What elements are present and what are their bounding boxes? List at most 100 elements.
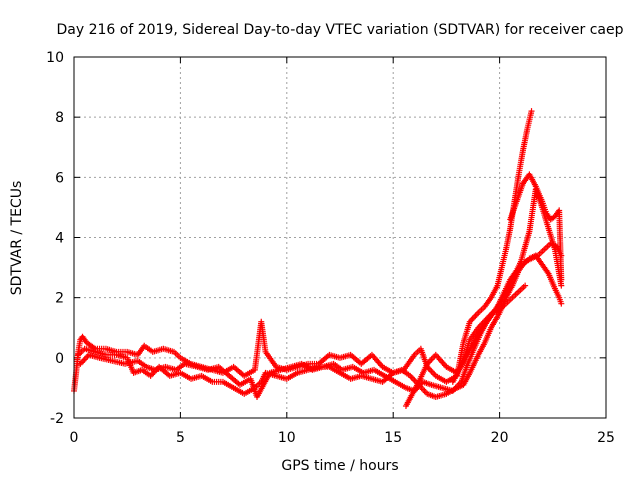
y-tick-label: 2 <box>55 291 64 307</box>
data-point-interp <box>318 364 325 371</box>
data-point-interp <box>528 110 535 117</box>
data-point-interp <box>107 357 114 364</box>
series-track-a <box>71 108 535 394</box>
data-point-interp <box>388 371 395 378</box>
data-point-interp <box>524 257 531 264</box>
data-point-interp <box>410 353 417 360</box>
data-point-interp <box>519 149 526 156</box>
data-point-interp <box>474 332 481 339</box>
data-point-interp <box>213 364 220 371</box>
data-point-interp <box>207 377 214 384</box>
data-point-interp <box>507 296 514 303</box>
data-point-interp <box>337 365 344 372</box>
data-point-interp <box>328 361 335 368</box>
data-point-interp <box>520 284 527 291</box>
data-point-interp <box>286 364 293 371</box>
data-point-interp <box>165 371 172 378</box>
data-point-interp <box>224 371 231 378</box>
data-point-interp <box>137 367 144 374</box>
data-point-interp <box>539 248 546 255</box>
data-point-interp <box>377 378 384 385</box>
data-point-interp <box>551 244 558 251</box>
x-tick-label: 0 <box>70 430 79 446</box>
data-point-interp <box>367 375 374 382</box>
chart-title: Day 216 of 2019, Sidereal Day-to-day VTE… <box>57 22 624 38</box>
data-point-interp <box>175 353 182 360</box>
data-point-interp <box>538 260 545 267</box>
data-point-interp <box>442 362 449 369</box>
data-point-interp <box>455 368 462 375</box>
data-point-interp <box>426 381 433 388</box>
data-point-interp <box>464 362 471 369</box>
data-point-interp <box>480 341 487 348</box>
data-point-interp <box>271 372 278 379</box>
data-point-interp <box>465 371 472 378</box>
data-point-interp <box>557 298 564 305</box>
data-point-interp <box>179 362 186 369</box>
data-point-interp <box>480 323 487 330</box>
data-point-interp <box>133 351 140 358</box>
x-axis-label: GPS time / hours <box>281 458 398 474</box>
data-point-interp <box>390 377 397 384</box>
series-track-e <box>449 252 565 385</box>
x-tick-label: 5 <box>176 430 185 446</box>
y-tick-label: 8 <box>55 110 64 126</box>
data-point-interp <box>518 263 525 270</box>
data-point-interp <box>542 208 549 215</box>
data-point-interp <box>558 274 565 281</box>
data-point-interp <box>192 363 199 370</box>
data-point-interp <box>466 320 473 327</box>
data-point-interp <box>506 227 513 234</box>
data-point-interp <box>487 296 494 303</box>
series-track-f <box>507 171 565 283</box>
y-tick-label: 10 <box>46 50 64 66</box>
data-point-interp <box>501 302 508 309</box>
data-point-interp <box>228 383 235 390</box>
data-point-interp <box>515 173 522 180</box>
x-tick-label: 20 <box>491 430 509 446</box>
plot-frame <box>73 56 607 419</box>
data-point-interp <box>487 326 494 333</box>
data-point-interp <box>401 383 408 390</box>
data-point-interp <box>531 181 538 188</box>
data-point-interp <box>345 352 352 359</box>
data-point-interp <box>456 380 463 387</box>
data-point-interp <box>544 223 551 230</box>
data-point-interp <box>487 314 494 321</box>
data-point-interp <box>133 358 140 365</box>
x-tick-label: 15 <box>384 430 402 446</box>
data-point-interp <box>423 362 430 369</box>
data-point-interp <box>512 269 519 276</box>
data-point-interp <box>441 391 448 398</box>
axes: 0 5 10 15 20 25 -2 0 2 4 6 8 10 <box>46 50 615 446</box>
y-tick-label: -2 <box>50 411 64 427</box>
data-point-interp <box>397 367 404 374</box>
data-point-interp <box>77 338 84 345</box>
data-point-interp <box>525 230 532 237</box>
y-tick-label: 0 <box>55 351 64 367</box>
y-tick-label: 6 <box>55 170 64 186</box>
data-point-interp <box>262 346 269 353</box>
data-point-interp <box>531 253 538 260</box>
data-point-interp <box>217 378 224 385</box>
x-tick-label: 10 <box>278 430 296 446</box>
data-point-interp <box>171 366 178 373</box>
data-point-interp <box>551 283 558 290</box>
data-point-interp <box>405 371 412 378</box>
series-track-c <box>77 282 529 400</box>
data-point-interp <box>378 362 385 369</box>
data-point-interp <box>498 266 505 273</box>
data-point-interp <box>493 305 500 312</box>
series-track-b <box>75 240 565 400</box>
data-points <box>71 108 565 409</box>
data-point-interp <box>544 269 551 276</box>
data-point-interp <box>514 290 521 297</box>
data-point-interp <box>80 347 87 354</box>
data-point-interp <box>461 356 468 363</box>
y-axis-label: SDTVAR / TECUs <box>9 181 25 296</box>
data-point-interp <box>437 384 444 391</box>
data-point-interp <box>379 371 386 378</box>
data-point-interp <box>474 353 481 360</box>
data-point-interp <box>292 370 299 377</box>
